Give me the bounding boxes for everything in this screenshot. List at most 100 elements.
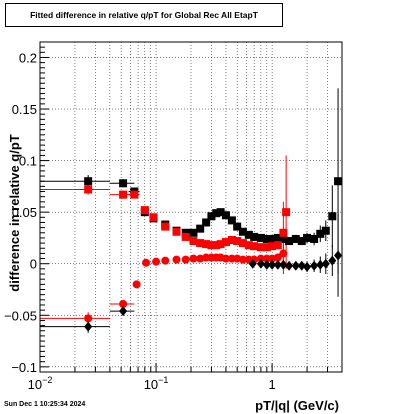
data-point-square bbox=[297, 237, 306, 246]
data-point-diamond bbox=[328, 255, 337, 266]
data-point-diamond bbox=[310, 260, 319, 271]
data-point-square bbox=[207, 241, 216, 250]
chart-title: Fitted difference in relative q/pT for G… bbox=[5, 3, 283, 27]
data-point-circle bbox=[172, 255, 181, 264]
data-point-square bbox=[273, 241, 282, 250]
data-point-square bbox=[216, 208, 225, 217]
y-axis-label: difference in relative q/pT bbox=[7, 134, 22, 292]
data-point-circle bbox=[132, 280, 141, 289]
data-point-square bbox=[291, 234, 300, 243]
data-point-diamond bbox=[303, 261, 312, 272]
data-point-square bbox=[268, 242, 277, 251]
data-point-circle bbox=[119, 299, 128, 308]
y-tick-label: −0.1 bbox=[11, 360, 37, 375]
data-markers bbox=[84, 177, 343, 332]
y-tick-label: 0.2 bbox=[19, 50, 37, 65]
data-point-square bbox=[238, 227, 247, 236]
data-point-square bbox=[282, 208, 291, 217]
y-tick-label: 0.05 bbox=[12, 205, 37, 220]
data-point-square bbox=[202, 240, 211, 249]
data-point-circle bbox=[84, 314, 93, 323]
data-point-circle bbox=[161, 256, 170, 265]
data-point-circle bbox=[221, 254, 230, 263]
data-point-diamond bbox=[262, 259, 271, 270]
x-tick-label: 10−2 bbox=[28, 375, 53, 392]
x-axis-label: pT/|q| (GeV/c) bbox=[255, 398, 339, 413]
data-point-square bbox=[172, 227, 181, 236]
data-point-square bbox=[202, 218, 211, 227]
data-point-diamond bbox=[291, 260, 300, 271]
data-point-square bbox=[221, 211, 230, 220]
x-tick-label: 10−1 bbox=[144, 375, 169, 392]
data-point-square bbox=[321, 226, 330, 235]
data-point-diamond bbox=[273, 259, 282, 270]
data-point-circle bbox=[196, 254, 205, 263]
data-point-square bbox=[196, 239, 205, 248]
data-point-circle bbox=[189, 254, 198, 263]
data-point-square bbox=[207, 212, 216, 221]
data-point-square bbox=[303, 233, 312, 242]
data-point-diamond bbox=[297, 260, 306, 271]
data-point-square bbox=[256, 233, 265, 242]
data-point-square bbox=[189, 228, 198, 237]
data-point-square bbox=[149, 213, 158, 222]
data-point-square bbox=[273, 233, 282, 242]
axis-ticks bbox=[39, 46, 343, 372]
data-point-circle bbox=[152, 257, 161, 266]
data-point-square bbox=[181, 228, 190, 237]
data-point-square bbox=[221, 238, 230, 247]
data-point-circle bbox=[181, 255, 190, 264]
data-point-square bbox=[262, 234, 271, 243]
data-point-square bbox=[130, 190, 139, 199]
data-point-square bbox=[212, 241, 221, 250]
data-point-diamond bbox=[268, 259, 277, 270]
data-point-diamond bbox=[316, 259, 325, 270]
data-point-square bbox=[244, 230, 253, 239]
data-point-square bbox=[119, 179, 128, 188]
data-point-square bbox=[285, 237, 294, 246]
data-point-circle bbox=[279, 249, 288, 258]
y-tick-label: −0.05 bbox=[4, 308, 37, 323]
data-point-square bbox=[233, 237, 242, 246]
x-tick-label: 1 bbox=[269, 377, 276, 392]
grid-lines bbox=[39, 42, 343, 372]
data-point-square bbox=[119, 190, 128, 199]
data-point-square bbox=[244, 241, 253, 250]
y-tick-label: 0 bbox=[30, 257, 37, 272]
data-point-square bbox=[256, 243, 265, 252]
data-point-circle bbox=[142, 258, 151, 267]
data-point-square bbox=[189, 237, 198, 246]
data-point-square bbox=[140, 206, 149, 215]
data-point-square bbox=[84, 185, 93, 194]
data-point-circle bbox=[273, 253, 282, 262]
y-tick-label: 0.1 bbox=[19, 154, 37, 169]
data-point-square bbox=[233, 222, 242, 231]
data-point-square bbox=[212, 209, 221, 218]
data-point-square bbox=[227, 216, 236, 225]
data-point-diamond bbox=[334, 250, 343, 261]
data-point-square bbox=[328, 212, 337, 221]
data-point-square bbox=[227, 236, 236, 244]
data-point-square bbox=[310, 234, 319, 243]
data-point-square bbox=[262, 243, 271, 252]
data-point-diamond bbox=[279, 259, 288, 270]
data-point-square bbox=[196, 224, 205, 233]
data-point-square bbox=[316, 229, 325, 238]
data-point-diamond bbox=[119, 306, 128, 317]
data-point-diamond bbox=[321, 258, 330, 269]
timestamp: Sun Dec 1 10:25:34 2024 bbox=[4, 401, 86, 408]
data-point-square bbox=[250, 232, 259, 241]
data-point-diamond bbox=[256, 258, 265, 269]
data-point-square bbox=[250, 242, 259, 251]
data-point-square bbox=[268, 234, 277, 243]
data-point-square bbox=[279, 228, 288, 237]
error-bars bbox=[40, 88, 339, 333]
data-point-square bbox=[161, 222, 170, 231]
data-point-square bbox=[216, 240, 225, 249]
data-point-diamond bbox=[285, 260, 294, 271]
data-point-diamond bbox=[248, 258, 257, 269]
data-point-circle bbox=[256, 254, 265, 263]
y-tick-label: 0.15 bbox=[12, 102, 37, 117]
data-point-circle bbox=[238, 255, 247, 264]
